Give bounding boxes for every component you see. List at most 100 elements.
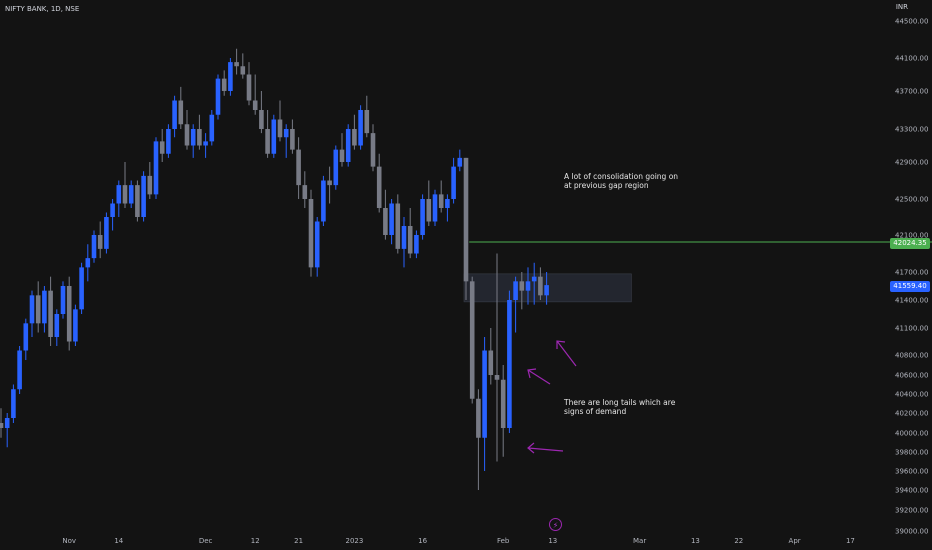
candle[interactable]	[345, 124, 351, 167]
candle[interactable]	[277, 100, 283, 142]
candle[interactable]	[215, 74, 221, 120]
candle[interactable]	[376, 153, 382, 213]
time-axis[interactable]: Nov 14 Dec 12 21 2023 16 Feb 13 Mar 13 22 Apr 17	[62, 537, 854, 545]
candle[interactable]	[544, 272, 549, 305]
candle[interactable]	[426, 180, 432, 227]
candle[interactable]	[383, 189, 388, 240]
candle[interactable]	[110, 199, 115, 231]
candle[interactable]	[91, 230, 97, 263]
candle[interactable]	[17, 346, 22, 394]
candle[interactable]	[73, 304, 78, 346]
candle[interactable]	[197, 114, 202, 150]
candle[interactable]	[538, 267, 543, 300]
candle[interactable]	[469, 276, 475, 404]
candle[interactable]	[420, 194, 425, 240]
candle[interactable]	[42, 286, 47, 333]
candle[interactable]	[500, 365, 506, 457]
candle[interactable]	[135, 180, 140, 222]
candle-body	[234, 62, 239, 67]
candle[interactable]	[48, 276, 53, 346]
candle[interactable]	[4, 413, 10, 448]
candle[interactable]	[128, 180, 134, 209]
candle[interactable]	[488, 328, 494, 385]
candle[interactable]	[172, 95, 177, 138]
candle[interactable]	[358, 105, 363, 150]
candle[interactable]	[29, 290, 35, 337]
candle[interactable]	[494, 253, 500, 462]
price-axis[interactable]: 39000.00 39200.00 39400.00 39600.00 39800.00…	[895, 18, 928, 536]
candle[interactable]	[463, 157, 469, 300]
candle[interactable]	[445, 194, 450, 222]
candle[interactable]	[401, 217, 407, 268]
candle[interactable]	[352, 114, 357, 150]
candle[interactable]	[85, 244, 91, 282]
candle[interactable]	[476, 389, 481, 490]
candle[interactable]	[333, 145, 339, 190]
candle[interactable]	[519, 272, 525, 310]
candle-body	[190, 129, 196, 146]
candle[interactable]	[389, 199, 394, 245]
candle[interactable]	[327, 166, 332, 204]
candle[interactable]	[314, 217, 320, 277]
candle[interactable]	[302, 171, 308, 208]
candle[interactable]	[147, 162, 153, 199]
candle[interactable]	[141, 171, 146, 222]
candle[interactable]	[513, 276, 518, 333]
candle[interactable]	[507, 290, 512, 433]
lightning-bolt-icon[interactable]: ⚡	[549, 518, 562, 531]
candle[interactable]	[221, 70, 227, 96]
candle[interactable]	[308, 189, 314, 277]
candle[interactable]	[482, 337, 487, 471]
candle[interactable]	[190, 124, 196, 158]
candle[interactable]	[451, 157, 456, 204]
candle-body	[538, 276, 543, 296]
candle[interactable]	[228, 58, 233, 96]
candle[interactable]	[159, 129, 165, 162]
candle[interactable]	[35, 281, 41, 333]
candle[interactable]	[104, 212, 109, 254]
tails-annotation[interactable]: There are long tails which are signs of …	[564, 398, 676, 416]
candle[interactable]	[414, 230, 419, 259]
candle-body	[85, 258, 91, 268]
candle[interactable]	[234, 48, 239, 75]
candle[interactable]	[54, 309, 60, 346]
candle[interactable]	[290, 119, 295, 154]
candle[interactable]	[209, 110, 215, 146]
candle[interactable]	[259, 91, 264, 134]
candle[interactable]	[178, 86, 184, 129]
candle[interactable]	[203, 133, 208, 158]
candle[interactable]	[184, 110, 190, 150]
consolidation-annotation[interactable]: A lot of consolidation going on at previ…	[564, 172, 679, 190]
candle[interactable]	[525, 267, 531, 305]
candle[interactable]	[438, 180, 444, 213]
candle[interactable]	[66, 276, 72, 351]
candle[interactable]	[60, 281, 66, 319]
candle[interactable]	[265, 110, 270, 158]
candle[interactable]	[240, 53, 246, 79]
candle[interactable]	[122, 162, 128, 208]
candle[interactable]	[407, 208, 413, 259]
candle[interactable]	[364, 95, 370, 138]
candle[interactable]	[283, 124, 289, 158]
candle[interactable]	[395, 194, 401, 254]
candle[interactable]	[457, 149, 463, 172]
candle[interactable]	[321, 175, 326, 226]
candle[interactable]	[252, 74, 258, 115]
candle[interactable]	[116, 180, 122, 218]
candle[interactable]	[296, 137, 301, 199]
candle[interactable]	[531, 262, 537, 305]
candle[interactable]	[79, 262, 84, 314]
candle[interactable]	[97, 221, 103, 259]
candle[interactable]	[370, 124, 376, 172]
candle[interactable]	[339, 133, 345, 167]
candle[interactable]	[153, 137, 159, 199]
candle[interactable]	[11, 384, 16, 424]
arrow-icon-upper	[556, 340, 577, 367]
candle[interactable]	[246, 62, 252, 106]
candle[interactable]	[166, 124, 171, 158]
candle[interactable]	[271, 114, 277, 158]
candle[interactable]	[0, 408, 4, 438]
candle[interactable]	[23, 318, 29, 360]
candle[interactable]	[432, 189, 438, 226]
